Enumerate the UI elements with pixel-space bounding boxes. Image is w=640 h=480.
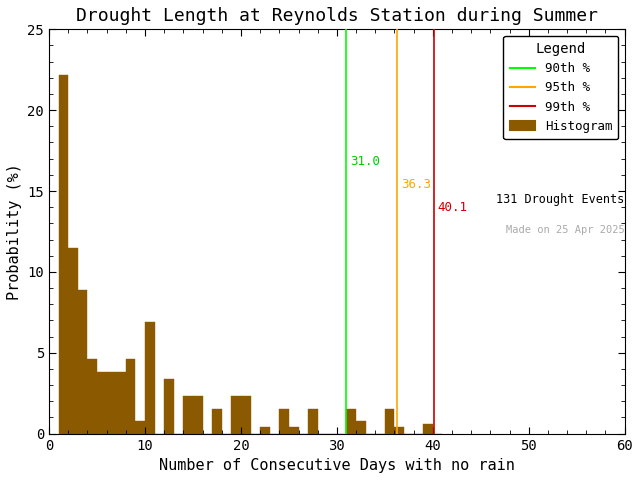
- Bar: [212, 409, 222, 433]
- Text: 36.3: 36.3: [401, 178, 431, 191]
- X-axis label: Number of Consecutive Days with no rain: Number of Consecutive Days with no rain: [159, 458, 515, 473]
- Bar: [232, 396, 241, 433]
- Bar: [308, 409, 317, 433]
- Bar: [59, 74, 68, 433]
- Bar: [107, 372, 116, 433]
- Bar: [394, 427, 404, 433]
- Bar: [279, 409, 289, 433]
- Bar: [145, 322, 155, 433]
- Bar: [97, 372, 107, 433]
- Text: 31.0: 31.0: [350, 156, 380, 168]
- Bar: [346, 409, 356, 433]
- Bar: [136, 420, 145, 433]
- Bar: [423, 424, 433, 433]
- Y-axis label: Probability (%): Probability (%): [7, 163, 22, 300]
- Title: Drought Length at Reynolds Station during Summer: Drought Length at Reynolds Station durin…: [76, 7, 598, 25]
- Bar: [68, 248, 78, 433]
- Text: Made on 25 Apr 2025: Made on 25 Apr 2025: [506, 226, 625, 235]
- Bar: [126, 359, 136, 433]
- Bar: [385, 409, 394, 433]
- Text: 131 Drought Events: 131 Drought Events: [497, 193, 625, 206]
- Bar: [164, 379, 174, 433]
- Bar: [241, 396, 251, 433]
- Bar: [289, 427, 298, 433]
- Bar: [356, 420, 365, 433]
- Legend: 90th %, 95th %, 99th %, Histogram: 90th %, 95th %, 99th %, Histogram: [504, 36, 618, 139]
- Bar: [260, 427, 269, 433]
- Bar: [88, 359, 97, 433]
- Bar: [184, 396, 193, 433]
- Bar: [116, 372, 126, 433]
- Bar: [193, 396, 203, 433]
- Text: 40.1: 40.1: [438, 201, 468, 214]
- Bar: [78, 290, 88, 433]
